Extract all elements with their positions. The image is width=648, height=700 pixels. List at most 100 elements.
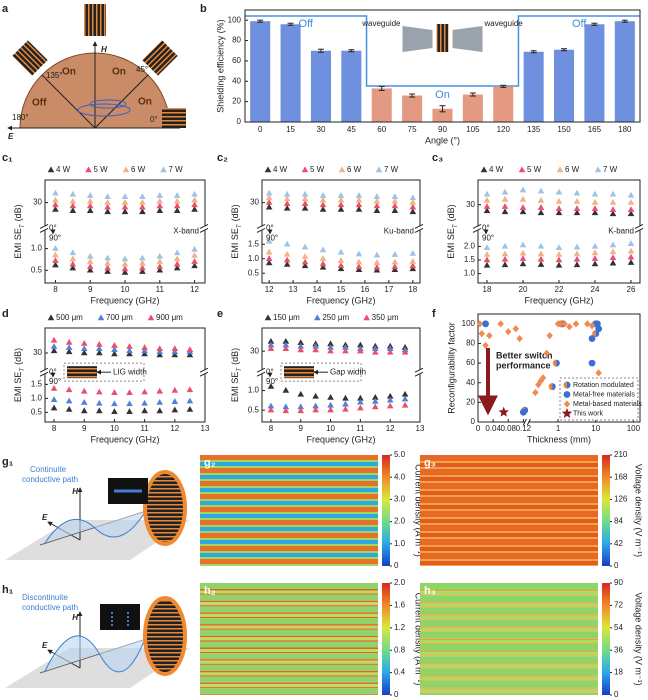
plot-frame	[261, 327, 421, 423]
field-map	[420, 656, 598, 664]
point	[156, 348, 164, 355]
point	[519, 208, 527, 215]
y-tick-label: 0.5	[248, 405, 260, 414]
point	[96, 388, 103, 395]
legend-marker	[480, 166, 488, 173]
colorbar	[382, 455, 390, 566]
legend-label: Metal-free materials	[573, 391, 635, 398]
y-label-text: EMI SE	[230, 372, 240, 403]
point	[519, 249, 527, 256]
x-tick-label: 10	[110, 424, 119, 433]
field-map	[200, 540, 378, 544]
point	[139, 268, 146, 274]
y-label-text: EMI SE	[230, 228, 240, 259]
field-map	[200, 663, 378, 665]
bar	[462, 94, 483, 122]
axis-break	[256, 223, 266, 233]
legend-label: 7 W	[384, 165, 399, 174]
point	[312, 402, 319, 409]
point	[171, 398, 179, 404]
point	[391, 207, 399, 213]
field-map	[420, 626, 598, 628]
x-tick-label: 75	[408, 125, 417, 134]
point	[409, 258, 417, 264]
bar	[310, 50, 331, 122]
point	[519, 195, 527, 202]
point	[121, 193, 129, 199]
field-map	[200, 652, 378, 654]
x-axis-label: Frequency (GHz)	[306, 434, 375, 444]
y-label-unit: (dB)	[230, 204, 240, 221]
x-axis-label: Frequency (GHz)	[90, 295, 159, 305]
panel-h1: h₁ H E Discontinuite conductive path	[2, 584, 190, 688]
path-label: conductive path	[22, 603, 78, 612]
point	[591, 249, 599, 256]
field-map	[420, 590, 598, 592]
x-tick-label: 20	[519, 285, 528, 294]
y-tick-label: 40	[232, 76, 241, 85]
colorbar-tick-label: 54	[614, 623, 623, 632]
point	[156, 207, 164, 213]
field-map	[200, 544, 378, 546]
point	[391, 193, 399, 199]
angle-label: 45°	[136, 65, 148, 74]
point	[111, 342, 118, 348]
x-tick-label: 0	[476, 424, 481, 433]
colorbar-tick-label: 84	[614, 517, 623, 526]
y-label-unit: (dB)	[13, 204, 23, 221]
point	[301, 253, 309, 259]
x-tick-label: 24	[591, 285, 600, 294]
point	[337, 265, 345, 272]
field-map	[420, 652, 598, 656]
x-tick-label: 26	[627, 285, 636, 294]
legend-label: 700 μm	[106, 313, 133, 322]
point	[312, 346, 319, 353]
point	[111, 408, 118, 415]
point	[409, 208, 417, 215]
y-axis-label: Shielding efficiency (%)	[215, 19, 225, 112]
axis-break	[258, 370, 266, 375]
point	[173, 260, 181, 267]
bar	[371, 88, 392, 122]
point	[141, 344, 148, 350]
colorbar-tick-label: 4.0	[394, 472, 406, 481]
point	[519, 241, 527, 248]
point	[186, 397, 194, 404]
point	[572, 320, 580, 328]
point	[609, 206, 617, 213]
field-map	[200, 682, 378, 685]
legend-label: 350 μm	[372, 313, 399, 322]
x-tick-label: 9	[299, 424, 304, 433]
point	[86, 258, 94, 264]
point	[561, 320, 568, 328]
point	[139, 203, 146, 210]
point	[156, 398, 164, 405]
point	[65, 344, 73, 350]
point	[386, 348, 394, 355]
point	[573, 261, 581, 268]
point	[327, 401, 334, 408]
point	[301, 195, 309, 202]
point	[111, 346, 118, 353]
waveguide	[402, 26, 433, 52]
x-tick-label: 18	[408, 285, 417, 294]
point	[126, 343, 133, 349]
point	[566, 323, 573, 331]
field-map	[420, 561, 598, 565]
legend-marker	[85, 166, 92, 173]
axis-break	[39, 367, 49, 377]
x-tick-label: 30	[317, 125, 326, 134]
legend-label: 5 W	[94, 165, 109, 174]
field-loop	[77, 103, 131, 117]
point	[342, 344, 349, 350]
inset-label: waveguide	[484, 19, 524, 28]
angle-tag: 0°	[266, 368, 274, 377]
point	[519, 255, 527, 261]
field-map	[200, 612, 378, 614]
field-map	[420, 675, 598, 677]
y-tick-label: 1.0	[31, 244, 43, 253]
point	[627, 253, 635, 260]
colorbar-tick-label: 90	[614, 578, 623, 587]
y-tick-label: 20	[232, 97, 241, 106]
angle-tag: 90°	[49, 377, 61, 386]
